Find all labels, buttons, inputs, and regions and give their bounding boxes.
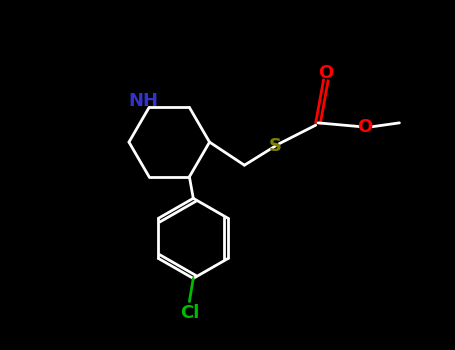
Text: S: S xyxy=(269,137,282,155)
Text: NH: NH xyxy=(128,92,158,110)
Text: O: O xyxy=(318,64,334,82)
Text: O: O xyxy=(357,118,372,136)
Text: Cl: Cl xyxy=(180,304,199,322)
